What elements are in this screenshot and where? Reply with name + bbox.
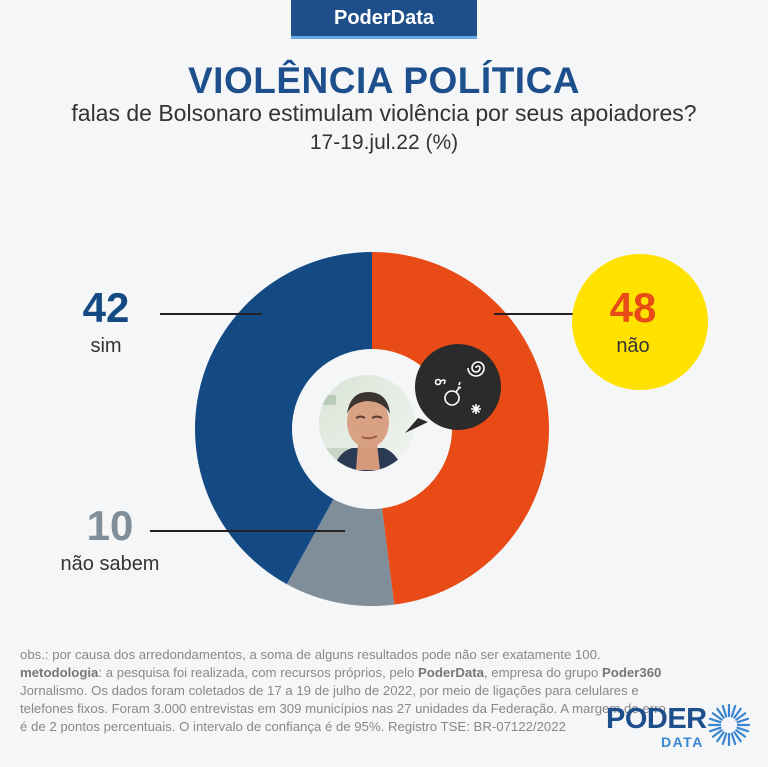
portrait-photo	[319, 375, 415, 471]
value-sim: 42	[83, 284, 130, 331]
label-nao-sabem: não sabem	[61, 553, 160, 575]
label-sim: sim	[90, 335, 121, 357]
poderdata-name: PoderData	[418, 665, 484, 680]
methodology-notes: obs.: por causa dos arredondamentos, a s…	[20, 646, 670, 736]
methodology-part-1: : a pesquisa foi realizada, com recursos…	[98, 665, 418, 680]
label-nao: não	[616, 335, 649, 357]
brand-tab: PoderData	[291, 0, 477, 39]
highlight-circle	[572, 254, 708, 390]
value-nao: 48	[610, 284, 657, 331]
poder360-name: Poder360	[602, 665, 662, 680]
methodology-part-3: Jornalismo. Os dados foram coletados de …	[20, 683, 666, 734]
chart-subtitle: falas de Bolsonaro estimulam violência p…	[71, 100, 697, 126]
slice-não-sabem	[286, 499, 395, 607]
logo-poder: PODER	[606, 703, 707, 735]
obs-note: obs.: por causa dos arredondamentos, a s…	[20, 647, 601, 662]
speech-bubble-icon	[405, 344, 501, 433]
chart-date: 17-19.jul.22 (%)	[309, 131, 459, 154]
value-nao-sabem: 10	[87, 502, 134, 549]
methodology-label: metodologia	[20, 665, 99, 680]
sunburst-icon	[707, 703, 751, 747]
methodology-text: metodologia: a pesquisa foi realizada, c…	[20, 664, 670, 736]
logo-data: DATA	[661, 734, 704, 750]
poderdata-logo: PODER DATA	[606, 703, 756, 753]
chart-title: VIOLÊNCIA POLÍTICA	[187, 60, 581, 101]
slice-sim	[195, 252, 372, 585]
methodology-part-2: , empresa do grupo	[483, 665, 602, 680]
